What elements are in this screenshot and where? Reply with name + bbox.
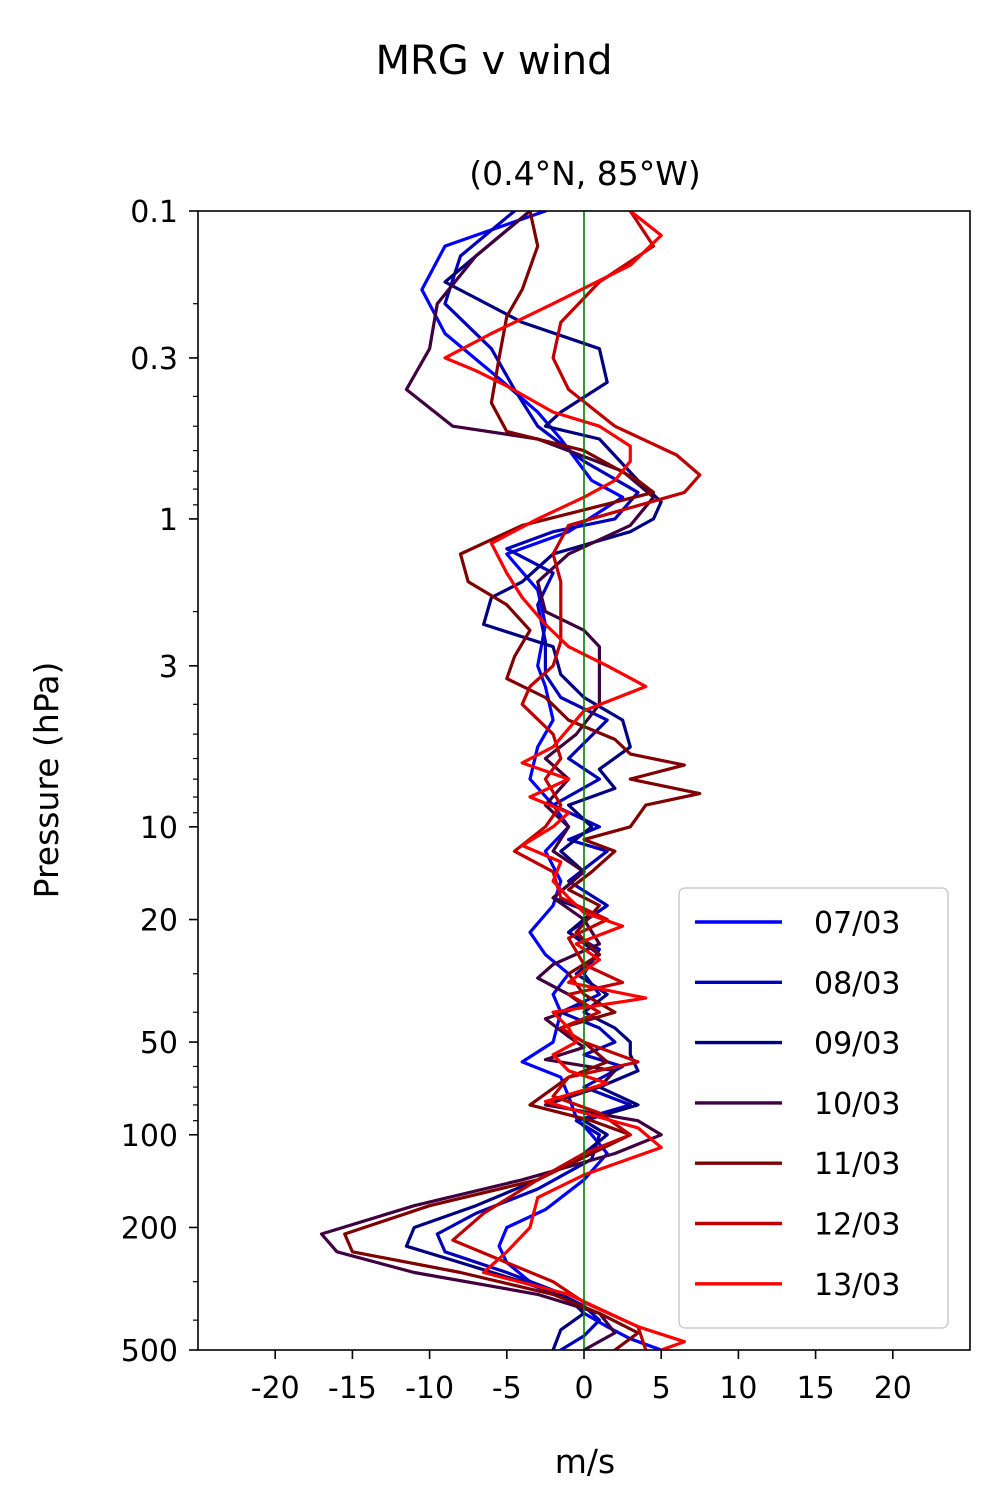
series-line-3	[404, 211, 663, 1350]
y-tick-label: 200	[121, 1211, 178, 1246]
x-tick-label: 20	[874, 1371, 912, 1406]
y-tick-label: 3	[159, 650, 178, 685]
chart-title: (0.4°N, 85°W)	[469, 154, 701, 193]
legend-box	[678, 887, 949, 1329]
y-tick-label: 500	[121, 1334, 178, 1369]
y-tick-label: 0.3	[130, 342, 178, 377]
x-tick-label: -5	[492, 1371, 522, 1406]
legend-label: 10/03	[814, 1087, 900, 1122]
legend-label: 07/03	[814, 906, 900, 941]
y-tick-label: 20	[140, 904, 178, 939]
x-tick-label: -15	[328, 1371, 377, 1406]
legend-label: 08/03	[814, 966, 900, 1001]
x-tick-label: 15	[797, 1371, 835, 1406]
chart-suptitle: MRG v wind	[376, 38, 613, 84]
y-tick-label: 100	[121, 1119, 178, 1154]
legend-label: 09/03	[814, 1027, 900, 1062]
y-tick-label: 0.1	[130, 195, 178, 230]
x-tick-label: -10	[405, 1371, 454, 1406]
legend: 07/03 08/03 09/03 10/03 11/03 12/03 13/03	[678, 887, 949, 1329]
x-tick-label: 0	[574, 1371, 593, 1406]
y-tick-label: 1	[159, 503, 178, 538]
x-axis-label: m/s	[555, 1442, 615, 1481]
series-line-7	[443, 211, 687, 1350]
y-axis-label: Pressure (hPa)	[27, 662, 66, 899]
y-tick-label: 10	[140, 811, 178, 846]
legend-label: 11/03	[814, 1147, 900, 1182]
x-tick-label: 10	[719, 1371, 757, 1406]
x-tick-label: 5	[652, 1371, 671, 1406]
x-tick-label: -20	[251, 1371, 300, 1406]
series-line-2	[435, 211, 640, 1350]
legend-label: 12/03	[814, 1208, 900, 1243]
legend-label: 13/03	[814, 1268, 900, 1303]
y-tick-label: 50	[140, 1026, 178, 1061]
series-line-1	[420, 211, 663, 1350]
